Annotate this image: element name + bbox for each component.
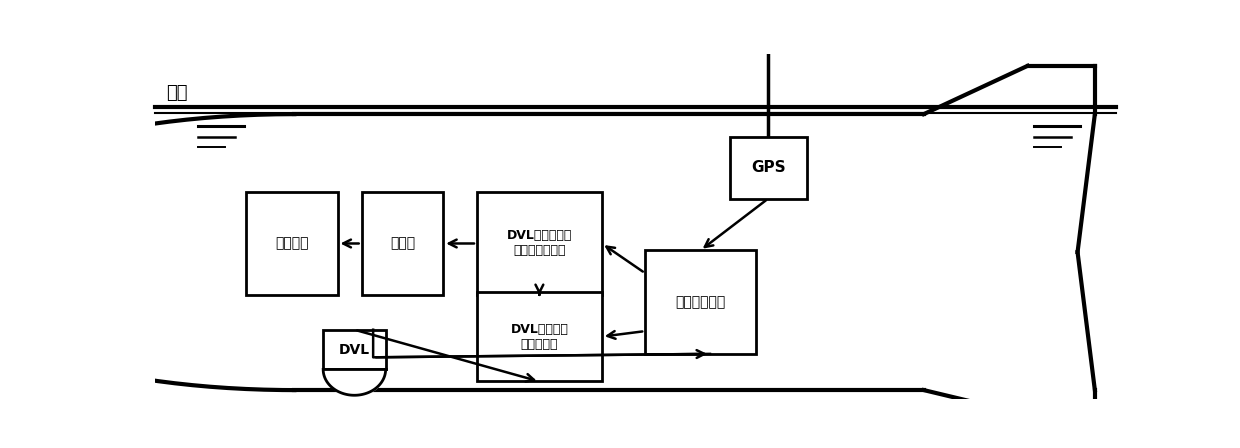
FancyBboxPatch shape	[477, 292, 601, 382]
Text: 水面: 水面	[166, 84, 188, 102]
Text: 控制器: 控制器	[389, 237, 415, 250]
FancyBboxPatch shape	[477, 192, 601, 295]
Text: GPS: GPS	[750, 160, 785, 175]
FancyBboxPatch shape	[729, 137, 806, 198]
Text: DVL测速噪声增
广卡尔曼滤波器: DVL测速噪声增 广卡尔曼滤波器	[507, 229, 572, 258]
FancyBboxPatch shape	[362, 192, 444, 295]
FancyBboxPatch shape	[324, 330, 386, 370]
Text: DVL: DVL	[339, 343, 370, 357]
FancyBboxPatch shape	[247, 192, 337, 295]
Text: 执行机构: 执行机构	[275, 237, 309, 250]
Text: DVL测速噪声
成型滤波器: DVL测速噪声 成型滤波器	[511, 323, 568, 351]
Text: 数据比对模块: 数据比对模块	[676, 295, 725, 309]
FancyBboxPatch shape	[645, 250, 755, 354]
